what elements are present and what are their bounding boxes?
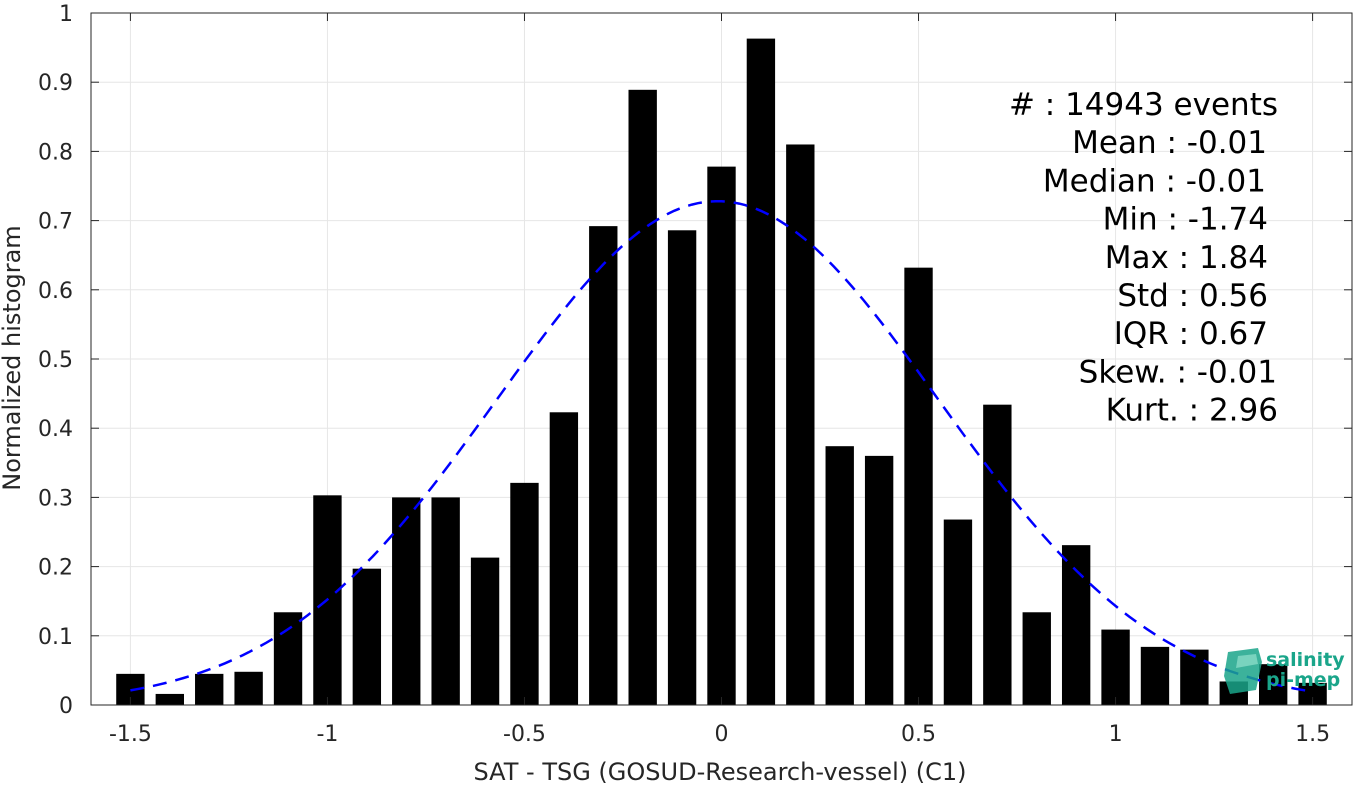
- stat-annotation: # : 14943 events: [1009, 87, 1278, 123]
- histogram-bar: [786, 144, 815, 706]
- y-tick-label: 0.6: [38, 279, 73, 304]
- histogram-bar: [155, 693, 184, 705]
- x-tick-label: -0.5: [503, 722, 546, 747]
- histogram-bars: [116, 38, 1327, 706]
- histogram-bar: [470, 557, 500, 705]
- histogram-bar: [667, 230, 697, 705]
- x-tick-label: 0.5: [901, 722, 936, 747]
- logo-glyph-shade-icon: [1236, 654, 1258, 668]
- y-tick-label: 0.4: [38, 417, 73, 442]
- histogram-bar: [1298, 682, 1327, 705]
- histogram-bar: [1101, 629, 1130, 705]
- y-tick-label: 0: [59, 694, 73, 719]
- histogram-bar: [1140, 646, 1170, 705]
- histogram-bar: [825, 446, 854, 705]
- x-tick-label: 1: [1109, 722, 1123, 747]
- y-tick-label: 0.5: [38, 348, 73, 373]
- histogram-bar: [1022, 612, 1051, 705]
- histogram-bar: [431, 497, 460, 705]
- y-tick-label: 0.9: [38, 71, 73, 96]
- y-tick-label: 1: [59, 2, 73, 27]
- logo-line1: salinity: [1266, 649, 1345, 671]
- histogram-bar: [983, 404, 1012, 705]
- histogram-bar: [392, 497, 421, 705]
- histogram-bar: [1180, 649, 1209, 705]
- x-tick-label: -1: [316, 722, 338, 747]
- y-axis-ticks: 0 0.1 0.2 0.3 0.4 0.5 0.6 0.7 0.8 0.9 1: [38, 2, 1352, 719]
- logo-line2: pi-mep: [1266, 669, 1340, 691]
- y-tick-label: 0.7: [38, 210, 73, 235]
- stat-annotation: Std : 0.56: [1117, 278, 1268, 314]
- stat-annotation: Min : -1.74: [1103, 202, 1268, 238]
- stat-annotation: Max : 1.84: [1105, 240, 1268, 276]
- histogram-bar: [589, 226, 618, 706]
- histogram-bar: [746, 38, 776, 705]
- x-axis-ticks: -1.5 -1 -0.5 0 0.5 1 1.5: [109, 13, 1330, 747]
- logo-glyph-icon: [1224, 648, 1262, 694]
- x-axis-title: SAT - TSG (GOSUD-Research-vessel) (C1): [474, 758, 967, 785]
- histogram-bar: [549, 412, 579, 705]
- histogram-bar: [352, 568, 382, 705]
- x-tick-label: 0: [715, 722, 729, 747]
- histogram-bar: [234, 671, 263, 705]
- stat-annotation: Skew. : -0.01: [1079, 354, 1277, 390]
- stat-annotation: Mean : -0.01: [1072, 125, 1267, 161]
- histogram-bar: [628, 89, 657, 705]
- y-tick-label: 0.1: [38, 625, 73, 650]
- histogram-bar: [195, 673, 224, 705]
- y-tick-label: 0.2: [38, 556, 73, 581]
- y-axis-title: Normalized histogram: [0, 225, 26, 490]
- stat-annotation: Kurt. : 2.96: [1106, 393, 1278, 429]
- histogram-bar: [707, 166, 736, 705]
- histogram-bar: [273, 612, 303, 705]
- x-tick-label: -1.5: [109, 722, 152, 747]
- stat-annotation: IQR : 0.67: [1114, 316, 1268, 352]
- histogram-bar: [943, 519, 973, 705]
- x-tick-label: 1.5: [1295, 722, 1330, 747]
- gaussian-fit-curve: [130, 199, 1313, 693]
- stat-annotation: Median : -0.01: [1043, 163, 1266, 199]
- histogram-bar: [510, 482, 539, 705]
- y-tick-label: 0.3: [38, 486, 73, 511]
- histogram-bar: [904, 267, 933, 705]
- y-tick-label: 0.8: [38, 140, 73, 165]
- salinity-pi-mep-logo: salinity pi-mep: [1224, 648, 1345, 694]
- histogram-bar: [864, 455, 894, 705]
